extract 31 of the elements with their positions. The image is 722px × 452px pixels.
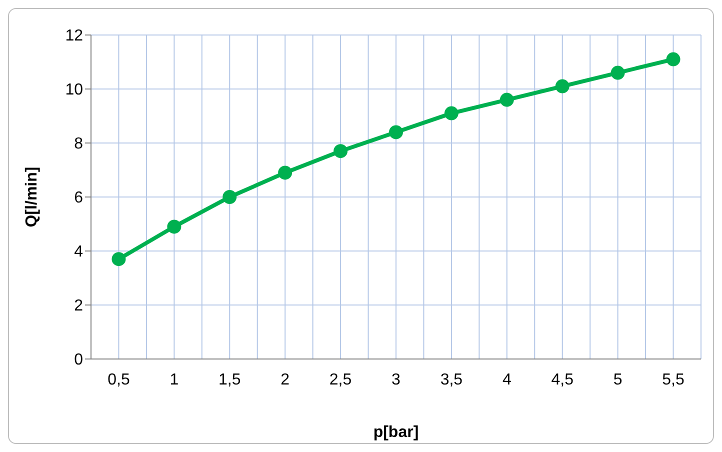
x-tick-label: 5,5 bbox=[662, 371, 684, 388]
x-tick-label: 3 bbox=[392, 371, 401, 388]
point bbox=[555, 79, 570, 94]
point bbox=[334, 144, 348, 158]
y-axis-title: Q[l/min] bbox=[24, 166, 41, 228]
x-tick-label: 5 bbox=[613, 371, 622, 388]
x-tick-label: 2,5 bbox=[329, 371, 352, 388]
y-tick-label: 0 bbox=[74, 352, 84, 369]
x-tick-label: 1,5 bbox=[218, 371, 241, 388]
x-tick-label: 4 bbox=[502, 371, 512, 388]
point bbox=[610, 66, 625, 80]
point bbox=[167, 220, 182, 234]
point bbox=[500, 92, 514, 107]
y-tick-label: 10 bbox=[65, 82, 84, 99]
point bbox=[389, 125, 403, 140]
point bbox=[444, 106, 458, 120]
x-tick-label: 2 bbox=[280, 371, 290, 388]
y-tick-label: 2 bbox=[74, 298, 84, 315]
y-tick-label: 8 bbox=[74, 136, 84, 153]
point bbox=[222, 190, 237, 204]
point bbox=[112, 252, 126, 266]
y-tick-label: 12 bbox=[65, 28, 84, 45]
x-tick-label: 0,5 bbox=[108, 371, 130, 388]
y-tick-label: 6 bbox=[74, 190, 84, 207]
x-tick-label: 3,5 bbox=[440, 371, 463, 388]
point bbox=[278, 166, 292, 180]
point bbox=[666, 52, 680, 66]
x-axis-title: p[bar] bbox=[373, 424, 419, 441]
y-tick-label: 4 bbox=[74, 244, 84, 261]
x-tick-label: 4,5 bbox=[551, 371, 574, 388]
x-tick-label: 1 bbox=[170, 371, 179, 388]
